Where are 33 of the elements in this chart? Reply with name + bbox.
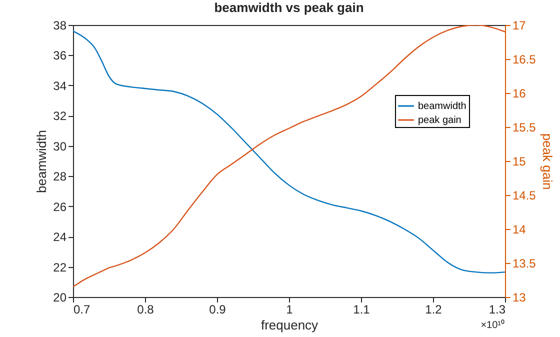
y2-axis-title: peak gain: [540, 133, 555, 190]
y-tick-label: 38: [53, 18, 67, 32]
y-tick-label: 32: [53, 109, 67, 124]
y2-tick-label: 15: [512, 154, 526, 168]
x-tick-label: 1.1: [353, 302, 370, 316]
y-tick-label: 20: [53, 290, 67, 304]
chart-title: beamwidth vs peak gain: [214, 0, 364, 15]
y-tick-label: 24: [53, 230, 67, 244]
x-tick-label: 0.8: [137, 302, 154, 316]
x-tick-label: 0.9: [209, 302, 226, 316]
y2-tick-label: 13: [512, 290, 526, 304]
y-tick-label: 30: [53, 139, 67, 154]
y-tick-label: 22: [53, 260, 67, 274]
x-axis-title: frequency: [260, 318, 319, 332]
x-tick-label: 1.3: [488, 302, 506, 316]
y-tick-label: 34: [53, 78, 67, 93]
x-tick-label: 1: [286, 302, 294, 316]
y-axis-title: beamwidth: [34, 130, 50, 193]
y2-tick-label: 16: [512, 86, 526, 100]
y2-tick-label: 14: [512, 222, 526, 236]
y2-tick-label: 16.5: [512, 52, 536, 66]
y-tick-label: 28: [53, 170, 67, 184]
text: ×10¹⁰: [480, 319, 505, 331]
y2-tick-label: 14.5: [512, 188, 536, 202]
y2-tick-label: 13.5: [512, 256, 536, 270]
y2-tick-label: 17: [512, 18, 526, 32]
legend-label: peak gain: [418, 115, 462, 126]
y-tick-label: 26: [53, 200, 67, 214]
x-tick-label: 0.7: [74, 302, 91, 316]
x-tick-label: 1.2: [425, 302, 442, 316]
y-tick-label: 36: [53, 48, 67, 63]
y2-tick-label: 15.5: [512, 120, 536, 134]
legend-label: beamwidth: [418, 101, 466, 112]
